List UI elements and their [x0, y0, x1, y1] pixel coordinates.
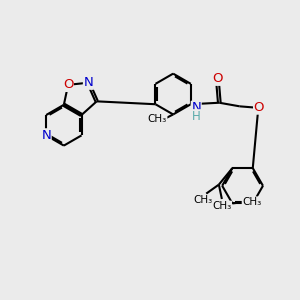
Text: CH₃: CH₃ — [242, 197, 262, 207]
Text: N: N — [83, 76, 93, 89]
Text: O: O — [213, 72, 223, 85]
Text: H: H — [192, 110, 201, 123]
Text: CH₃: CH₃ — [194, 195, 213, 205]
Text: N: N — [41, 129, 51, 142]
Text: O: O — [63, 78, 73, 91]
Text: CH₃: CH₃ — [148, 114, 167, 124]
Text: CH₃: CH₃ — [212, 201, 232, 211]
Text: O: O — [254, 101, 264, 114]
Text: N: N — [191, 101, 201, 114]
